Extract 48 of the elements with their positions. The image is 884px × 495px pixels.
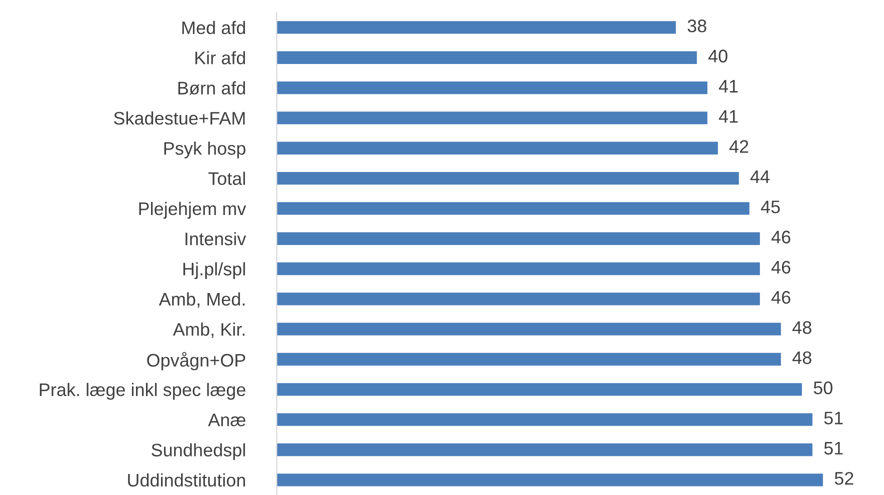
data-label: 42 (729, 140, 748, 153)
y-tick-label: Psyk hosp (164, 142, 246, 158)
bar (276, 21, 676, 34)
data-label: 41 (718, 110, 738, 123)
y-tick-label: Total (208, 172, 245, 185)
y-tick-label: Kir afd (195, 51, 245, 64)
y-tick-label: Intensiv (186, 232, 246, 246)
data-label: 38 (688, 20, 706, 32)
y-tick-label: Sundhedspl (152, 443, 245, 460)
data-label: 50 (814, 381, 832, 394)
y-tick-label: Opvågn+OP (147, 352, 246, 370)
y-tick-label: Anæ (208, 414, 246, 426)
data-label: 52 (834, 472, 854, 485)
data-label: 46 (771, 260, 790, 274)
bar (276, 262, 760, 276)
y-tick-label: Skadestue+FAM (114, 111, 245, 125)
bar (276, 142, 718, 154)
y-tick-label: Plejehjem mv (139, 202, 246, 219)
data-label: 48 (792, 351, 812, 364)
bar (276, 322, 781, 336)
data-label: 48 (792, 321, 812, 334)
y-tick-label: Børn afd (178, 81, 245, 95)
bar (276, 413, 812, 426)
data-label: 46 (771, 230, 790, 244)
bar (276, 81, 708, 94)
y-tick-label: Amb, Kir. (172, 322, 244, 338)
bar (276, 474, 823, 486)
bar (276, 443, 812, 456)
bar (276, 352, 781, 366)
bar (276, 292, 760, 306)
bar (276, 202, 750, 215)
bar (276, 232, 760, 245)
y-tick-label: Amb, Med. (158, 292, 244, 308)
data-label: 45 (760, 200, 780, 214)
data-label: 51 (824, 442, 843, 455)
bar (276, 172, 739, 185)
y-tick-label: Hj.pl/spl (183, 262, 245, 280)
bar (276, 112, 708, 124)
bar (276, 51, 697, 64)
y-tick-label: Uddindstitution (128, 473, 245, 487)
bar (276, 383, 802, 396)
data-label: 44 (750, 170, 770, 183)
data-label: 40 (708, 50, 728, 62)
y-tick-label: Med afd (182, 20, 245, 34)
data-label: 51 (824, 412, 843, 424)
y-tick-label: Prak. læge inkl spec læge (40, 382, 246, 400)
data-label: 41 (718, 80, 738, 92)
data-label: 46 (771, 290, 790, 304)
